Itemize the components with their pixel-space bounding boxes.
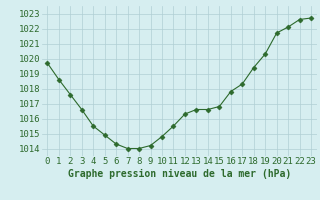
X-axis label: Graphe pression niveau de la mer (hPa): Graphe pression niveau de la mer (hPa) (68, 169, 291, 179)
